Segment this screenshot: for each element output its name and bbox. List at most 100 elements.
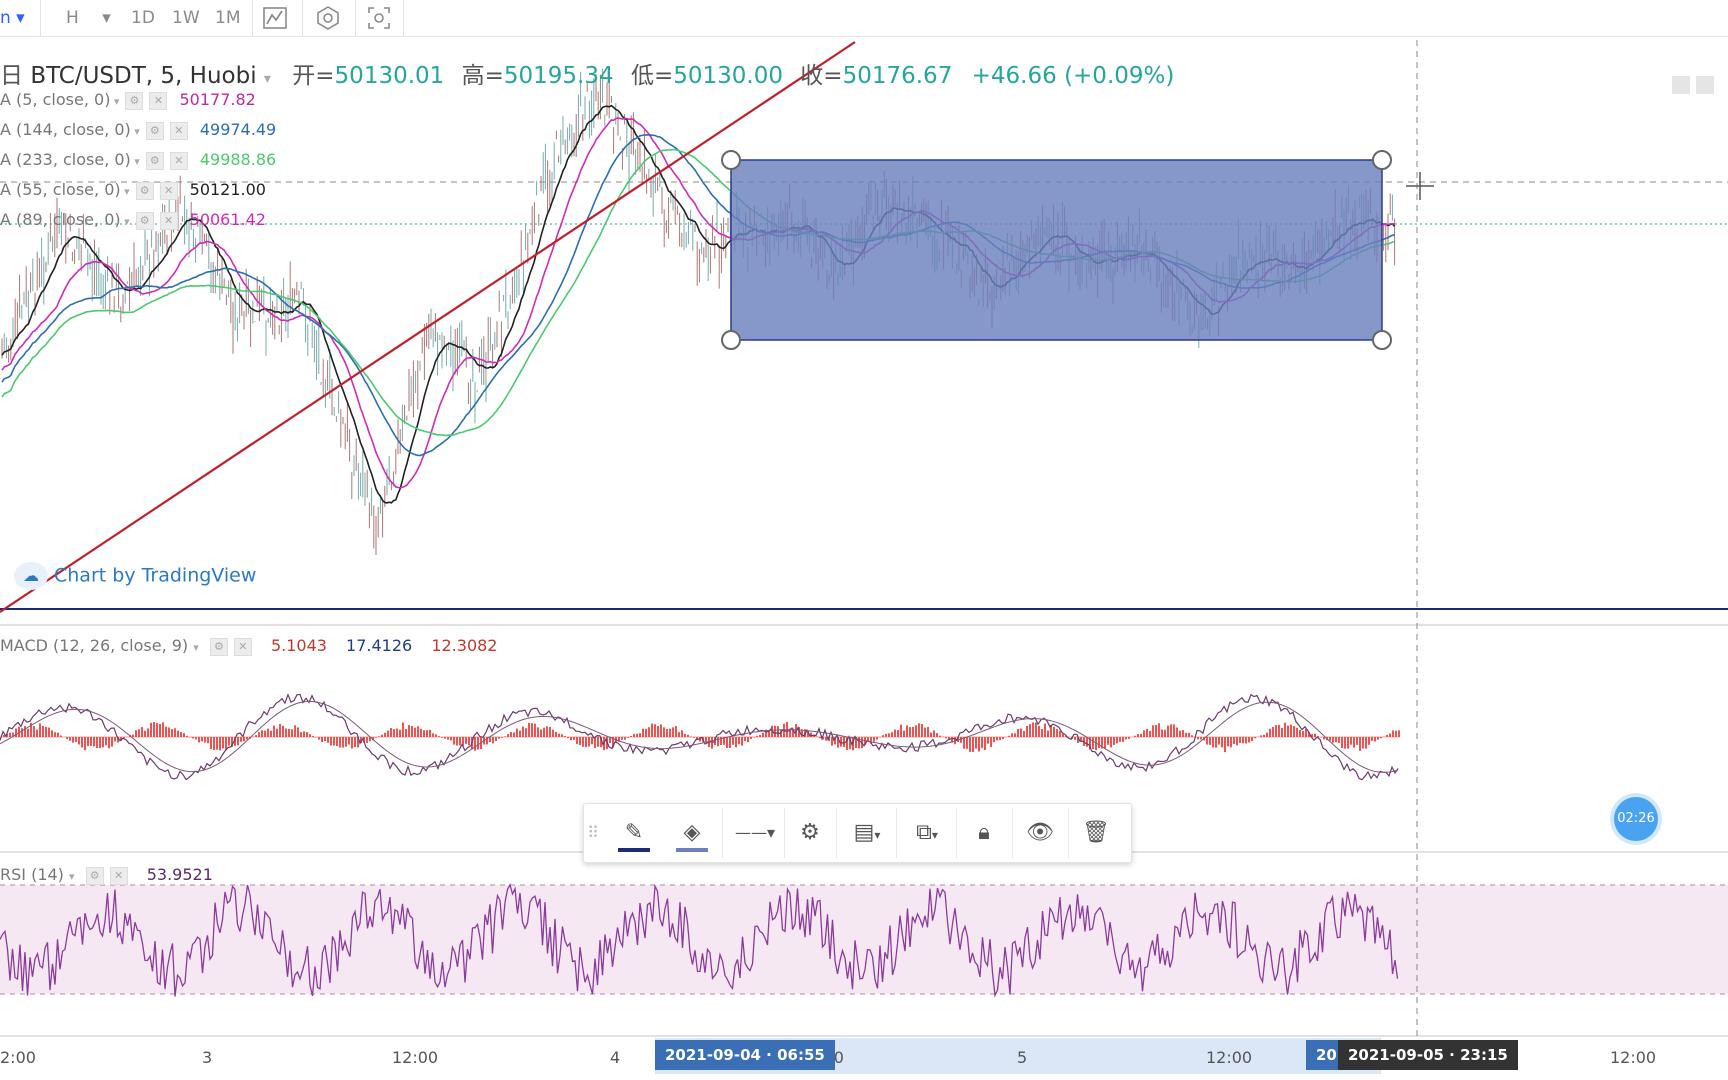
macd-settings-icon[interactable]: ⚙	[209, 637, 228, 656]
interval-1w-button[interactable]: 1W	[172, 8, 200, 28]
macd-bar	[93, 737, 95, 747]
indicator-name[interactable]: A (144, close, 0)	[0, 120, 131, 139]
macd-bar	[3, 735, 5, 737]
indicator-settings-icon[interactable]: ⚙	[145, 121, 164, 140]
macd-bar	[372, 737, 374, 741]
macd-bar	[717, 737, 719, 747]
macd-bar	[462, 737, 464, 746]
interval-1m-button[interactable]: 1M	[215, 8, 241, 28]
tradingview-watermark[interactable]: ☁ Chart by TradingView	[14, 562, 256, 590]
macd-bar	[324, 737, 326, 741]
indicator-settings-icon[interactable]: ⚙	[145, 151, 164, 170]
macd-bar	[81, 737, 83, 748]
toolbar-divider	[403, 0, 404, 36]
rsi-line	[0, 883, 1399, 998]
macd-bar	[87, 737, 89, 747]
macd-bar	[51, 730, 53, 737]
toolbar-divider	[355, 0, 356, 36]
macd-bar	[789, 728, 791, 737]
macd-bar	[1221, 737, 1223, 748]
macd-bar	[294, 725, 296, 737]
lock-icon[interactable]: 🔒︎	[978, 820, 990, 845]
chevron-down-icon[interactable]: ▾	[120, 185, 130, 198]
symbol-label[interactable]: BTC/USDT, 5, Huobi	[30, 63, 257, 89]
macd-bar	[465, 737, 467, 744]
macd-bar	[1272, 726, 1274, 737]
macd-bar	[573, 737, 575, 740]
macd-bar	[240, 737, 242, 742]
macd-bar	[495, 737, 497, 742]
screenshot-icon[interactable]	[366, 5, 392, 29]
indicator-row: A (55, close, 0) ▾ ⚙ ✕ 50121.00	[0, 180, 266, 202]
macd-bar	[552, 729, 554, 737]
macd-bar	[474, 737, 476, 751]
indicator-settings-icon[interactable]: ⚙	[135, 181, 154, 200]
macd-remove-icon[interactable]: ✕	[233, 637, 252, 656]
macd-bar	[1362, 737, 1364, 749]
macd-bar	[696, 737, 698, 741]
macd-bar	[453, 737, 455, 745]
indicator-remove-icon[interactable]: ✕	[159, 181, 178, 200]
chevron-down-icon[interactable]: ▾	[130, 125, 140, 138]
pencil-icon[interactable]: ✎	[612, 812, 656, 854]
chevron-down-icon[interactable]: ▾	[130, 155, 140, 168]
macd-bar	[1248, 737, 1250, 743]
drag-handle-icon[interactable]: ⠿	[587, 823, 599, 842]
fill-color-icon[interactable]: ◈	[670, 812, 714, 854]
clone-icon[interactable]: ⧉▾	[916, 820, 938, 845]
indicator-name[interactable]: A (233, close, 0)	[0, 150, 131, 169]
macd-bar	[981, 737, 983, 748]
indicator-settings-icon[interactable]: ⚙	[135, 211, 154, 230]
macd-bar	[333, 737, 335, 746]
indicator-name[interactable]: A (55, close, 0)	[0, 180, 121, 199]
macd-bar	[987, 737, 989, 744]
macd-bar	[807, 730, 809, 737]
chevron-down-icon[interactable]: ▾	[120, 215, 130, 228]
interval-1d-button[interactable]: 1D	[131, 8, 155, 28]
chevron-down-icon[interactable]: ▾	[110, 95, 120, 108]
macd-bar	[870, 737, 872, 744]
timer-badge[interactable]: 02:26	[1614, 797, 1658, 841]
rsi-name[interactable]: RSI (14)	[0, 865, 64, 884]
indicator-name[interactable]: A (89, close, 0)	[0, 210, 121, 229]
eye-icon[interactable]: 👁︎	[1026, 820, 1054, 845]
line-style-icon[interactable]: ——▾	[734, 823, 776, 842]
time-axis-label: 4	[610, 1048, 621, 1067]
rsi-settings-icon[interactable]: ⚙	[85, 866, 104, 885]
chart-type-icon[interactable]	[262, 5, 288, 29]
macd-bar	[9, 732, 11, 737]
macd-bar	[1032, 722, 1034, 737]
layers-icon[interactable]: ▤▾	[853, 820, 881, 845]
interval-selector[interactable]: n ▾	[0, 8, 25, 28]
macd-bar	[636, 733, 638, 737]
macd-bar	[1017, 728, 1019, 737]
macd-bar	[42, 726, 44, 737]
indicator-remove-icon[interactable]: ✕	[149, 91, 168, 110]
indicator-remove-icon[interactable]: ✕	[159, 211, 178, 230]
indicator-name[interactable]: A (5, close, 0)	[0, 90, 111, 109]
macd-bar	[96, 737, 98, 749]
rsi-remove-icon[interactable]: ✕	[109, 866, 128, 885]
macd-name[interactable]: MACD (12, 26, close, 9)	[0, 636, 189, 655]
macd-bar	[966, 737, 968, 749]
macd-bar	[594, 737, 596, 749]
interval-h-button[interactable]: H ▾	[66, 8, 111, 28]
macd-bar	[78, 737, 80, 745]
trash-icon[interactable]: 🗑︎	[1082, 820, 1110, 845]
indicator-remove-icon[interactable]: ✕	[169, 121, 188, 140]
macd-bar	[1296, 727, 1298, 737]
macd-bar	[951, 737, 953, 743]
settings-hex-icon[interactable]	[315, 5, 341, 30]
macd-bar	[681, 730, 683, 737]
macd-bar	[1335, 737, 1337, 743]
macd-bar	[168, 727, 170, 737]
macd-bar	[234, 737, 236, 746]
indicator-remove-icon[interactable]: ✕	[169, 151, 188, 170]
indicator-value: 50177.82	[179, 90, 256, 109]
macd-bar	[678, 732, 680, 737]
macd-bar	[1263, 734, 1265, 737]
gear-icon[interactable]: ⚙	[800, 820, 820, 845]
macd-bar	[1338, 737, 1340, 743]
indicator-settings-icon[interactable]: ⚙	[125, 91, 144, 110]
